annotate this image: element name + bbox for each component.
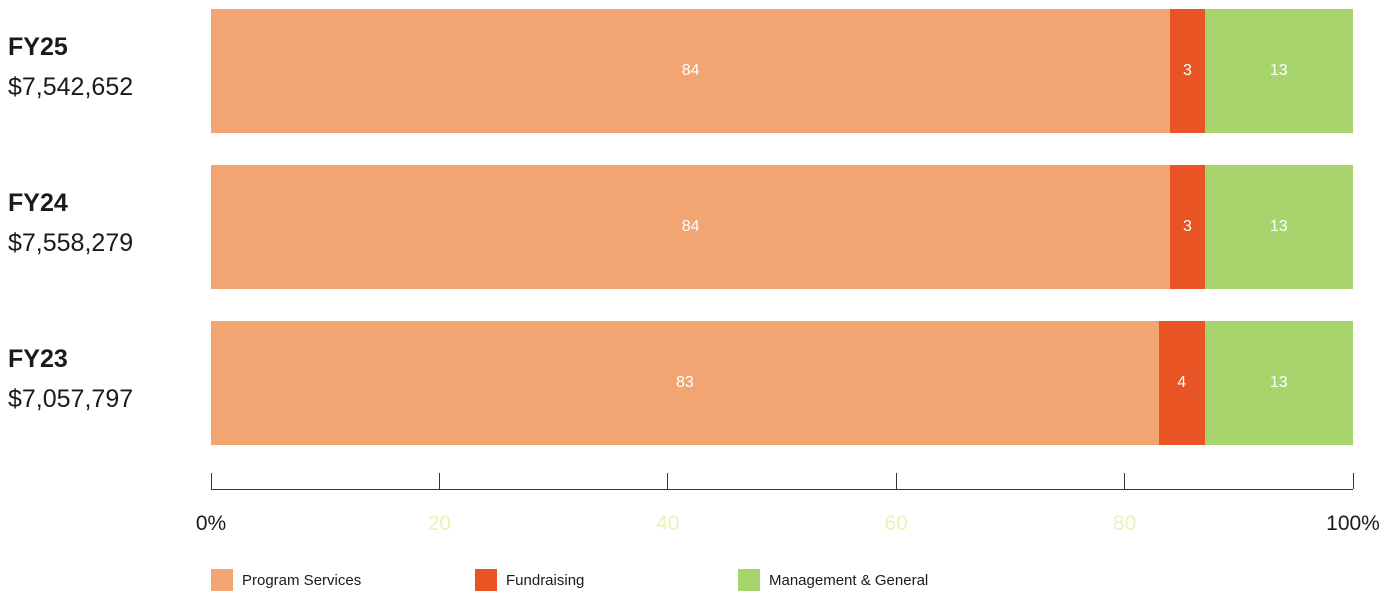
data-label: 13 — [1269, 62, 1288, 79]
bar-fy25: 84 3 13 — [211, 9, 1353, 133]
row-total: $7,542,652 — [8, 73, 134, 101]
row-total: $7,057,797 — [8, 385, 134, 413]
row-label-fy24: FY24 $7,558,279 — [8, 188, 133, 258]
bar-segment-management-general: 13 — [1204, 165, 1353, 289]
x-tick — [210, 473, 212, 489]
data-label: 84 — [681, 62, 700, 79]
bar-segment-program-services: 84 — [211, 165, 1171, 289]
row-year: FY24 — [8, 189, 68, 217]
bar-segment-fundraising: 4 — [1158, 321, 1205, 445]
x-tick — [667, 473, 669, 489]
legend-swatch — [738, 569, 760, 591]
data-label: 4 — [1177, 374, 1187, 391]
bar-fy24: 84 3 13 — [211, 165, 1353, 289]
bar-segment-fundraising: 3 — [1170, 9, 1205, 133]
legend-item: Fundraising — [475, 569, 584, 591]
data-label: 13 — [1269, 218, 1288, 235]
x-tick — [438, 473, 440, 489]
x-tick — [1352, 473, 1354, 489]
data-label: 13 — [1269, 374, 1288, 391]
legend-item: Management & General — [738, 569, 928, 591]
x-axis-line — [211, 489, 1353, 490]
row-year: FY23 — [8, 345, 68, 373]
x-tick-label: 20 — [427, 512, 452, 535]
x-tick-label: 60 — [884, 512, 908, 535]
row-label-fy25: FY25 $7,542,652 — [8, 32, 133, 102]
bar-segment-management-general: 13 — [1204, 321, 1353, 445]
x-tick — [1124, 473, 1126, 489]
bar-segment-program-services: 83 — [211, 321, 1159, 445]
row-total: $7,558,279 — [8, 229, 134, 257]
row-label-fy23: FY23 $7,057,797 — [8, 344, 133, 414]
row-year: FY25 — [8, 33, 68, 61]
legend-swatch — [211, 569, 233, 591]
x-tick — [895, 473, 897, 489]
data-label: 83 — [676, 374, 694, 391]
bar-fy23: 83 4 13 — [211, 321, 1353, 445]
legend-swatch — [475, 569, 497, 591]
bar-segment-program-services: 84 — [211, 9, 1171, 133]
legend-item: Program Services — [211, 569, 361, 591]
x-tick-label: 0% — [195, 512, 227, 535]
legend-label: Fundraising — [506, 571, 585, 589]
legend-label: Management & General — [769, 571, 929, 589]
data-label: 3 — [1182, 218, 1192, 235]
x-tick-label: 100% — [1326, 512, 1380, 535]
data-label: 3 — [1182, 62, 1192, 79]
bar-segment-management-general: 13 — [1204, 9, 1353, 133]
x-tick-label: 80 — [1112, 512, 1137, 535]
x-tick-label: 40 — [656, 512, 680, 535]
data-label: 84 — [681, 218, 700, 235]
legend-label: Program Services — [242, 571, 362, 589]
bar-segment-fundraising: 3 — [1170, 165, 1205, 289]
